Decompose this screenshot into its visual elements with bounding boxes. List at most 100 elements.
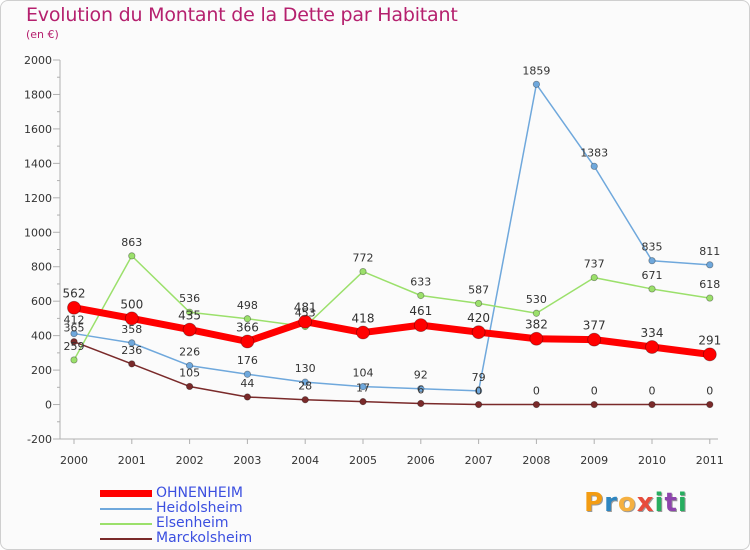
data-label-heidolsheim: 176	[237, 354, 258, 367]
x-tick-label: 2004	[291, 454, 319, 467]
data-point-ohnenheim	[124, 311, 139, 326]
data-label-elsenheim: 498	[237, 299, 258, 312]
data-point-heidolsheim	[706, 261, 714, 269]
data-label-ohnenheim: 291	[698, 333, 721, 347]
data-point-heidolsheim	[648, 257, 656, 265]
data-label-ohnenheim: 481	[294, 301, 317, 315]
data-point-elsenheim	[532, 309, 541, 317]
data-point-heidolsheim	[70, 329, 78, 338]
data-label-elsenheim: 618	[699, 278, 720, 291]
y-tick-label: 1200	[24, 192, 52, 205]
data-point-marckolsheim	[359, 398, 367, 406]
data-point-heidolsheim	[243, 370, 251, 378]
data-label-ohnenheim: 334	[641, 326, 664, 340]
data-label-marckolsheim: 365	[64, 322, 85, 335]
data-label-elsenheim: 633	[410, 275, 431, 288]
series-line-marckolsheim	[73, 340, 711, 406]
legend-swatch-marckolsheim	[100, 538, 152, 540]
data-label-heidolsheim: 104	[353, 367, 374, 380]
logo-letter: i	[654, 488, 665, 518]
logo-letter: i	[677, 488, 688, 518]
data-point-marckolsheim	[532, 400, 541, 409]
data-point-heidolsheim	[474, 387, 483, 395]
legend-swatch-heidolsheim	[100, 508, 152, 510]
data-point-elsenheim	[359, 267, 367, 276]
chart-title: Evolution du Montant de la Dette par Hab…	[26, 4, 458, 26]
data-label-heidolsheim: 226	[179, 346, 200, 359]
data-label-heidolsheim: 412	[64, 314, 85, 327]
data-point-heidolsheim	[359, 383, 367, 391]
data-label-ohnenheim: 461	[409, 304, 432, 318]
data-point-marckolsheim	[243, 393, 251, 401]
data-label-heidolsheim: 1383	[580, 146, 608, 159]
y-tick-label: 1400	[24, 157, 52, 170]
legend-swatch-ohnenheim	[100, 490, 152, 497]
data-label-ohnenheim: 435	[178, 309, 201, 323]
data-point-ohnenheim	[702, 347, 717, 362]
series-line-elsenheim	[73, 255, 711, 361]
data-point-ohnenheim	[587, 332, 602, 347]
x-tick-label: 2007	[465, 454, 493, 467]
data-point-ohnenheim	[529, 331, 544, 346]
legend-label-elsenheim: Elsenheim	[156, 515, 229, 531]
data-label-heidolsheim: 835	[642, 241, 663, 254]
x-tick-label: 2003	[233, 454, 261, 467]
y-tick-label: -200	[27, 433, 52, 446]
logo-letter: x	[636, 488, 655, 518]
data-point-elsenheim	[417, 291, 425, 300]
data-label-marckolsheim: 0	[533, 385, 540, 398]
y-tick-label: 200	[31, 364, 52, 377]
data-label-heidolsheim: 811	[699, 245, 720, 258]
data-label-ohnenheim: 562	[63, 287, 86, 301]
data-point-marckolsheim	[474, 400, 483, 409]
data-label-marckolsheim: 44	[240, 377, 254, 390]
data-point-heidolsheim	[417, 385, 425, 393]
data-label-marckolsheim: 0	[591, 385, 598, 398]
data-point-marckolsheim	[590, 400, 598, 409]
y-tick-label: 800	[31, 261, 52, 274]
legend-swatch-elsenheim	[100, 523, 152, 525]
y-tick-label: 1600	[24, 123, 52, 136]
x-tick-label: 2009	[580, 454, 608, 467]
series-line-ohnenheim	[70, 304, 714, 358]
legend-label-ohnenheim: OHNENHEIM	[156, 485, 243, 501]
legend-label-heidolsheim: Heidolsheim	[156, 500, 243, 516]
data-point-ohnenheim	[298, 314, 313, 329]
y-tick-label: 400	[31, 330, 52, 343]
data-label-ohnenheim: 366	[236, 320, 259, 334]
data-label-elsenheim: 259	[64, 340, 85, 353]
data-point-ohnenheim	[240, 334, 255, 349]
data-point-elsenheim	[590, 273, 598, 282]
data-label-heidolsheim: 130	[295, 362, 316, 375]
x-tick-label: 2002	[176, 454, 204, 467]
series-line-heidolsheim	[73, 83, 711, 392]
data-point-elsenheim	[243, 315, 251, 323]
data-point-elsenheim	[128, 252, 136, 260]
data-point-marckolsheim	[417, 399, 425, 408]
x-tick-label: 2010	[638, 454, 666, 467]
y-tick-label: 0	[45, 399, 52, 412]
data-label-elsenheim: 587	[468, 283, 489, 296]
data-label-ohnenheim: 382	[525, 318, 548, 332]
data-point-marckolsheim	[706, 400, 714, 409]
data-point-elsenheim	[474, 299, 483, 308]
logo-letter: r	[604, 488, 618, 518]
data-label-elsenheim: 737	[584, 258, 605, 271]
data-point-marckolsheim	[128, 360, 136, 368]
data-label-elsenheim: 863	[121, 236, 142, 249]
data-label-heidolsheim: 358	[121, 323, 142, 336]
data-label-marckolsheim: 0	[706, 385, 713, 398]
data-label-elsenheim: 530	[526, 293, 547, 306]
x-tick-label: 2006	[407, 454, 435, 467]
data-label-marckolsheim: 17	[356, 382, 370, 395]
data-point-marckolsheim	[301, 396, 309, 404]
data-point-marckolsheim	[648, 400, 656, 409]
data-label-elsenheim: 671	[642, 269, 663, 282]
data-point-elsenheim	[706, 294, 714, 302]
data-label-elsenheim: 536	[179, 292, 200, 305]
y-tick-label: 600	[31, 295, 52, 308]
data-label-ohnenheim: 377	[583, 319, 606, 333]
x-tick-label: 2011	[696, 454, 724, 467]
